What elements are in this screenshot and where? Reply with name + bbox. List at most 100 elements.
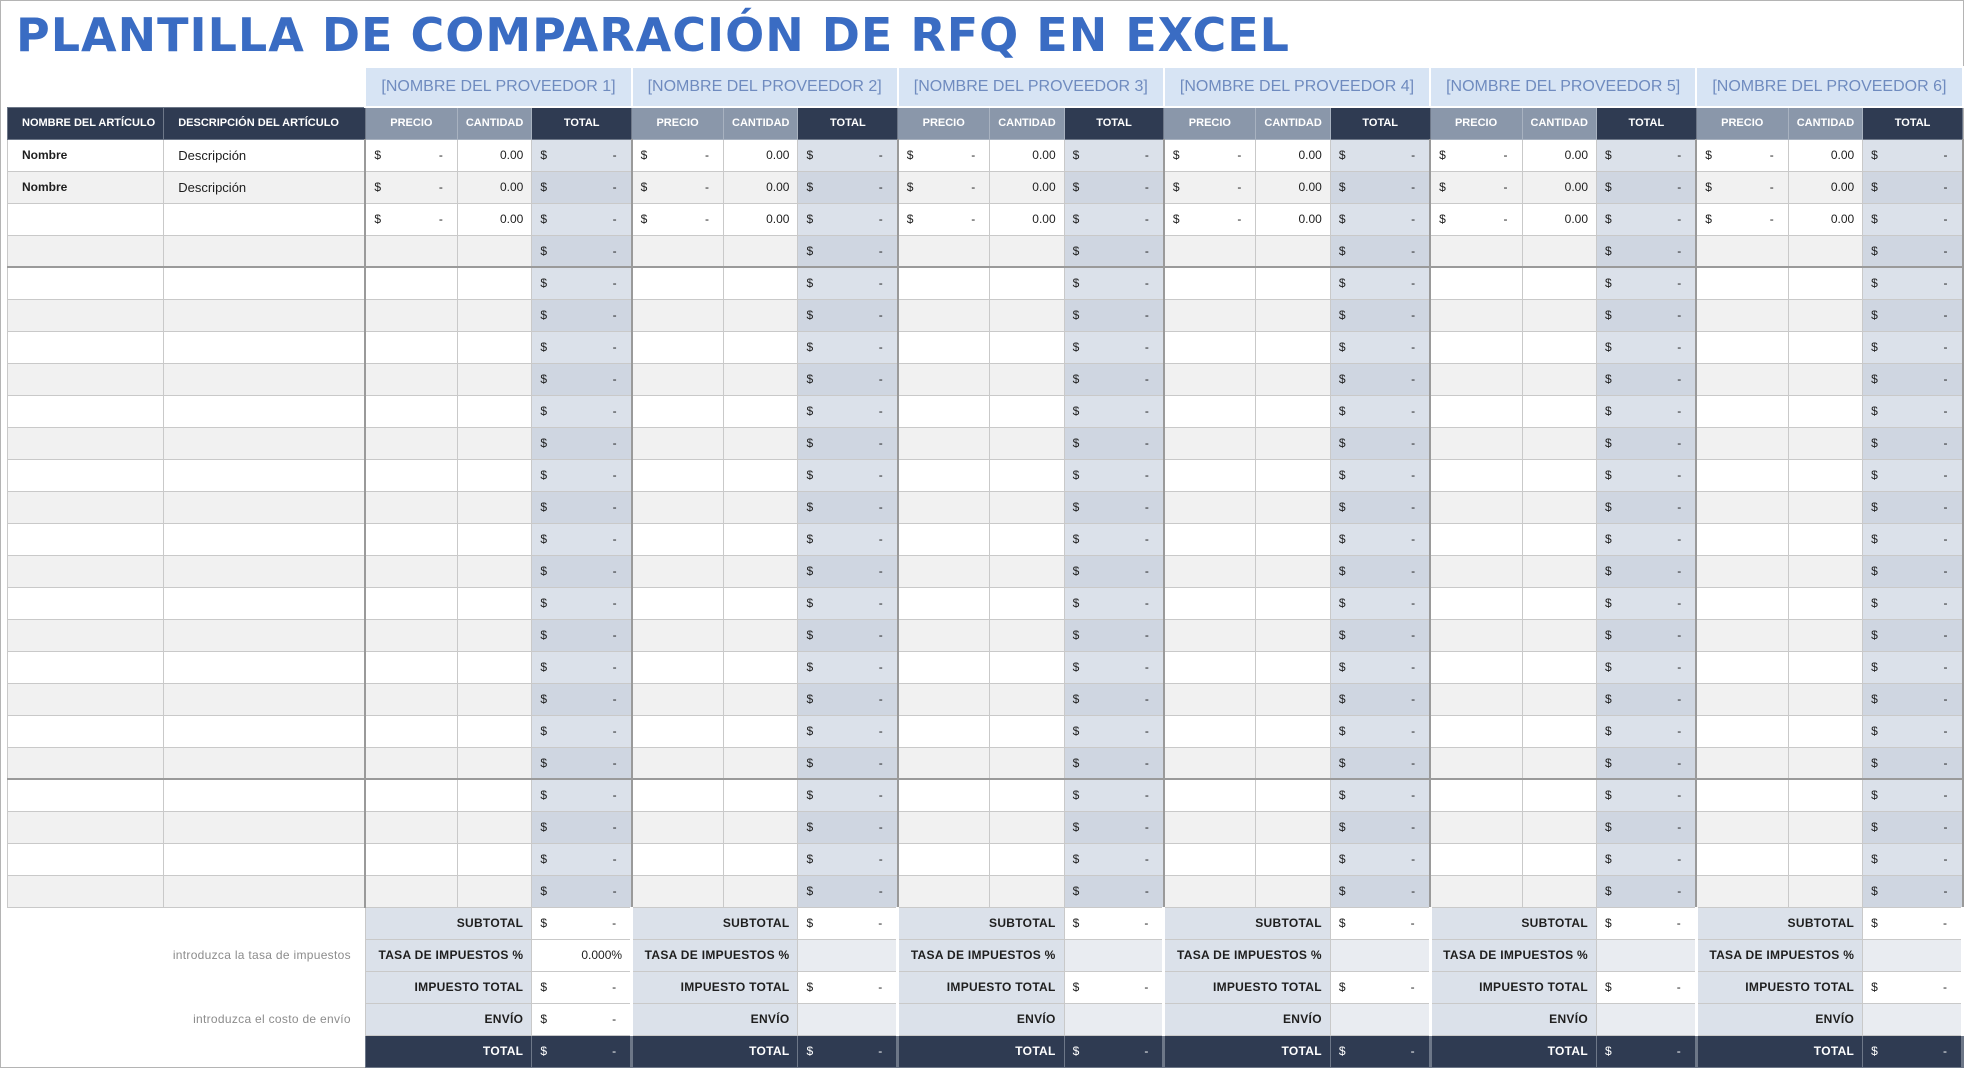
quantity-cell[interactable] <box>1787 394 1864 428</box>
quantity-cell[interactable] <box>989 842 1065 876</box>
quantity-cell[interactable] <box>1521 682 1598 716</box>
item-description-cell[interactable] <box>163 298 367 332</box>
quantity-cell[interactable] <box>1255 650 1331 684</box>
quantity-cell[interactable] <box>456 266 533 300</box>
price-cell[interactable]: $ - <box>1163 202 1257 236</box>
quantity-cell[interactable] <box>1255 490 1331 524</box>
price-cell[interactable] <box>1163 618 1257 652</box>
price-cell[interactable] <box>897 682 991 716</box>
price-cell[interactable] <box>1163 362 1257 396</box>
quantity-cell[interactable] <box>1787 266 1864 300</box>
tax-rate-input[interactable] <box>1862 938 1964 972</box>
price-cell[interactable] <box>631 842 725 876</box>
quantity-cell[interactable] <box>1255 266 1331 300</box>
price-cell[interactable] <box>1429 394 1523 428</box>
item-name-cell[interactable] <box>6 458 165 492</box>
price-cell[interactable] <box>631 682 725 716</box>
price-cell[interactable]: $ - <box>1695 138 1789 172</box>
price-cell[interactable]: $ - <box>1429 202 1523 236</box>
quantity-cell[interactable] <box>1255 522 1331 556</box>
quantity-cell[interactable] <box>1255 426 1331 460</box>
item-description-cell[interactable] <box>163 778 367 812</box>
price-cell[interactable] <box>1163 682 1257 716</box>
quantity-cell[interactable] <box>1521 842 1598 876</box>
item-name-cell[interactable] <box>6 330 165 364</box>
quantity-cell[interactable] <box>723 330 799 364</box>
quantity-cell[interactable] <box>1255 778 1331 812</box>
quantity-cell[interactable]: 0.00 <box>1255 138 1331 172</box>
price-cell[interactable] <box>364 362 458 396</box>
vendor-name-4[interactable]: [NOMBRE DEL PROVEEDOR 4] <box>1162 66 1432 108</box>
item-description-cell[interactable] <box>163 682 367 716</box>
price-cell[interactable] <box>897 778 991 812</box>
vendor-name-2[interactable]: [NOMBRE DEL PROVEEDOR 2] <box>630 66 899 108</box>
quantity-cell[interactable]: 0.00 <box>1521 138 1598 172</box>
price-cell[interactable] <box>1429 490 1523 524</box>
quantity-cell[interactable] <box>1787 490 1864 524</box>
quantity-cell[interactable] <box>1787 874 1864 908</box>
quantity-cell[interactable] <box>1787 522 1864 556</box>
price-cell[interactable] <box>1695 330 1789 364</box>
price-cell[interactable] <box>1163 810 1257 844</box>
quantity-cell[interactable] <box>723 874 799 908</box>
price-cell[interactable] <box>897 234 991 268</box>
item-description-cell[interactable] <box>163 874 367 908</box>
quantity-cell[interactable] <box>1787 842 1864 876</box>
price-cell[interactable] <box>1695 522 1789 556</box>
item-description-cell[interactable] <box>163 522 367 556</box>
price-cell[interactable] <box>1695 746 1789 780</box>
item-name-cell[interactable] <box>6 234 165 268</box>
price-cell[interactable] <box>631 490 725 524</box>
vendor-name-5[interactable]: [NOMBRE DEL PROVEEDOR 5] <box>1429 66 1698 108</box>
quantity-cell[interactable] <box>1521 234 1598 268</box>
quantity-cell[interactable] <box>456 234 533 268</box>
price-cell[interactable] <box>631 266 725 300</box>
vendor-name-3[interactable]: [NOMBRE DEL PROVEEDOR 3] <box>896 66 1165 108</box>
quantity-cell[interactable] <box>989 458 1065 492</box>
price-cell[interactable] <box>897 490 991 524</box>
price-cell[interactable] <box>1163 842 1257 876</box>
price-cell[interactable] <box>1429 618 1523 652</box>
quantity-cell[interactable] <box>456 330 533 364</box>
item-description-cell[interactable] <box>163 202 367 236</box>
quantity-cell[interactable] <box>723 842 799 876</box>
price-cell[interactable]: $ - <box>1429 170 1523 204</box>
item-name-cell[interactable] <box>6 298 165 332</box>
quantity-cell[interactable] <box>456 522 533 556</box>
quantity-cell[interactable] <box>989 490 1065 524</box>
item-description-cell[interactable] <box>163 746 367 780</box>
vendor-name-6[interactable]: [NOMBRE DEL PROVEEDOR 6] <box>1695 66 1964 108</box>
quantity-cell[interactable] <box>989 298 1065 332</box>
price-cell[interactable] <box>1695 586 1789 620</box>
price-cell[interactable] <box>631 458 725 492</box>
quantity-cell[interactable] <box>989 810 1065 844</box>
price-cell[interactable]: $ - <box>897 202 991 236</box>
price-cell[interactable] <box>1695 362 1789 396</box>
price-cell[interactable] <box>1163 778 1257 812</box>
quantity-cell[interactable] <box>1521 522 1598 556</box>
quantity-cell[interactable] <box>1521 554 1598 588</box>
price-cell[interactable] <box>897 618 991 652</box>
quantity-cell[interactable] <box>1255 874 1331 908</box>
quantity-cell[interactable] <box>1787 682 1864 716</box>
item-name-cell[interactable] <box>6 394 165 428</box>
quantity-cell[interactable] <box>1521 874 1598 908</box>
price-cell[interactable] <box>631 746 725 780</box>
quantity-cell[interactable] <box>723 522 799 556</box>
quantity-cell[interactable] <box>723 650 799 684</box>
item-description-cell[interactable] <box>163 554 367 588</box>
price-cell[interactable]: $ - <box>1163 170 1257 204</box>
price-cell[interactable] <box>897 330 991 364</box>
quantity-cell[interactable] <box>723 554 799 588</box>
quantity-cell[interactable] <box>1255 330 1331 364</box>
price-cell[interactable] <box>364 618 458 652</box>
shipping-input[interactable] <box>1596 1002 1698 1036</box>
price-cell[interactable] <box>897 650 991 684</box>
price-cell[interactable] <box>631 778 725 812</box>
item-description-cell[interactable] <box>163 810 367 844</box>
price-cell[interactable] <box>1695 298 1789 332</box>
quantity-cell[interactable] <box>723 458 799 492</box>
price-cell[interactable] <box>631 330 725 364</box>
price-cell[interactable] <box>631 810 725 844</box>
quantity-cell[interactable] <box>456 426 533 460</box>
